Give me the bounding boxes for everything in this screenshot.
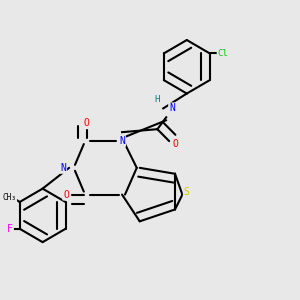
Text: O: O (63, 190, 69, 200)
Text: N: N (60, 163, 66, 173)
Text: O: O (172, 139, 178, 149)
Text: O: O (84, 118, 90, 128)
Text: F: F (6, 224, 12, 234)
Text: N: N (169, 103, 175, 113)
Text: N: N (119, 136, 125, 146)
Text: Cl: Cl (218, 49, 228, 58)
Text: S: S (184, 187, 190, 196)
Text: CH₃: CH₃ (2, 193, 16, 202)
Text: H: H (155, 95, 160, 104)
